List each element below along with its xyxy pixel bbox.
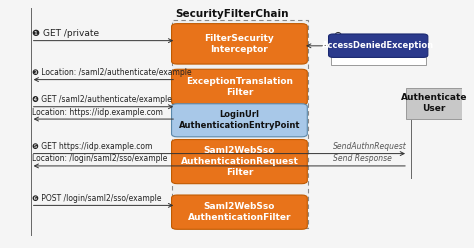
Text: ❷: ❷ [333, 31, 341, 41]
Text: ExceptionTranslation
Filter: ExceptionTranslation Filter [186, 77, 293, 97]
FancyBboxPatch shape [331, 35, 426, 65]
FancyBboxPatch shape [328, 34, 428, 58]
Text: LoginUrl
AuthenticationEntryPoint: LoginUrl AuthenticationEntryPoint [179, 110, 300, 130]
Text: FilterSecurity
Interceptor: FilterSecurity Interceptor [205, 34, 274, 54]
Text: ❹ GET /saml2/authenticate/example: ❹ GET /saml2/authenticate/example [32, 95, 172, 104]
Text: Send Response: Send Response [333, 155, 392, 163]
Text: Authenticate
User: Authenticate User [401, 93, 467, 113]
Text: ❸ Location: /saml2/authenticate/example: ❸ Location: /saml2/authenticate/example [32, 68, 191, 77]
Text: SecurityFilterChain: SecurityFilterChain [175, 9, 288, 19]
FancyBboxPatch shape [172, 195, 307, 229]
FancyBboxPatch shape [172, 69, 307, 105]
Text: SendAuthnRequest: SendAuthnRequest [333, 142, 407, 151]
FancyBboxPatch shape [172, 140, 307, 184]
FancyBboxPatch shape [406, 88, 463, 119]
FancyBboxPatch shape [172, 24, 307, 64]
Text: ❻ POST /login/saml2/sso/example: ❻ POST /login/saml2/sso/example [32, 194, 162, 203]
FancyBboxPatch shape [172, 20, 308, 228]
Text: ❶ GET /private: ❶ GET /private [32, 29, 99, 38]
FancyBboxPatch shape [172, 104, 307, 137]
Text: ❺ GET https://idp.example.com: ❺ GET https://idp.example.com [32, 142, 153, 151]
Text: Saml2WebSso
AuthenticationFilter: Saml2WebSso AuthenticationFilter [188, 202, 291, 222]
Text: AccessDeniedException: AccessDeniedException [322, 41, 434, 50]
Text: Location: https://idp.example.com: Location: https://idp.example.com [32, 108, 163, 117]
Text: Location: /login/saml2/sso/example: Location: /login/saml2/sso/example [32, 155, 167, 163]
Text: Saml2WebSso
AuthenticationRequest
Filter: Saml2WebSso AuthenticationRequest Filter [181, 146, 298, 177]
